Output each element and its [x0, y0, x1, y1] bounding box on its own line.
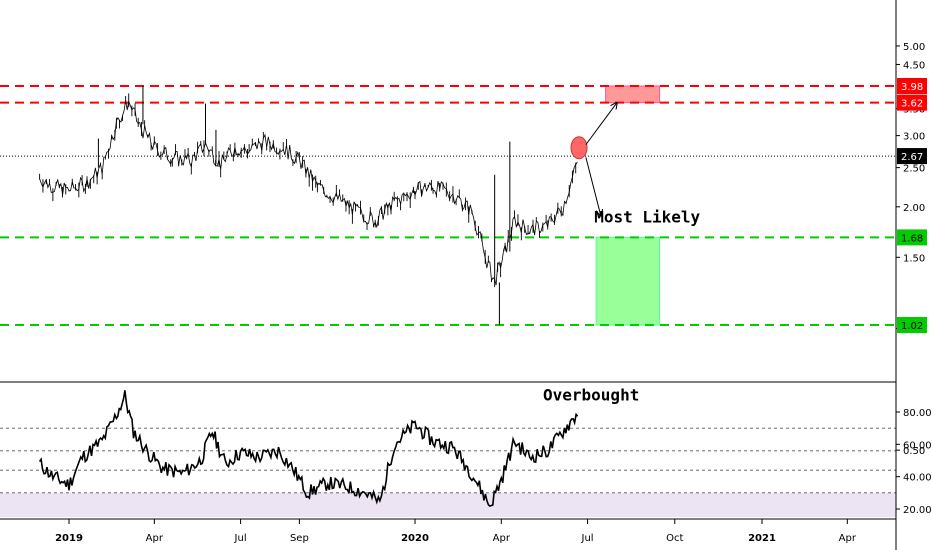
price-tick-label: 1.50 — [903, 253, 925, 264]
x-tick-label: Apr — [146, 533, 164, 544]
x-tick-label: Apr — [493, 533, 511, 544]
target-zone-0 — [605, 85, 661, 104]
x-tick-label: Jul — [581, 533, 594, 544]
osc-tick-label: 80.00 — [903, 408, 932, 419]
level-label-bg-0 — [897, 78, 927, 94]
level-label: 1.02 — [901, 321, 923, 332]
x-tick-label: Apr — [839, 533, 857, 544]
x-tick-label: Jul — [234, 533, 247, 544]
price-tick-label: 3.00 — [903, 132, 925, 143]
annotation-most-likely: Most Likely — [594, 207, 700, 226]
x-tick-label: Sep — [290, 533, 309, 544]
level-label: 1.68 — [901, 233, 923, 244]
x-tick-label: 2019 — [55, 533, 83, 544]
projection-arrow-0 — [585, 103, 617, 145]
last-price-label-bg — [897, 148, 927, 165]
osc-tick-label: 40.00 — [903, 473, 932, 484]
last-price-label: 2.67 — [901, 152, 923, 163]
oversold-band — [0, 492, 896, 518]
highlight-marker — [570, 136, 588, 160]
level-label: 3.98 — [901, 82, 923, 93]
osc-tick-label: 60.00 — [903, 440, 932, 451]
level-label: 3.62 — [901, 99, 923, 110]
osc-tick-label: 20.00 — [903, 505, 932, 516]
price-tick-label: 2.50 — [903, 164, 925, 175]
oscillator-panel: Overbought — [0, 386, 896, 518]
projection-arrow-1 — [585, 157, 601, 215]
price-panel: Most Likely — [0, 85, 896, 326]
price-close-line — [39, 99, 578, 286]
annotation-overbought: Overbought — [543, 386, 639, 405]
x-tick-label: Oct — [666, 533, 683, 544]
x-axis: 2019 Apr Jul Sep 2020 Apr Jul Oct 2021 Apr — [55, 519, 857, 544]
x-tick-label: 2020 — [401, 533, 429, 544]
target-zone-1 — [595, 236, 661, 326]
price-tick-label: 0.50 — [903, 446, 925, 457]
level-label-bg-2 — [897, 229, 927, 246]
price-tick-label: 4.50 — [903, 60, 925, 71]
level-label-bg-3 — [897, 317, 927, 333]
price-tick-label: 5.00 — [903, 42, 925, 53]
oscillator-line — [38, 390, 579, 508]
price-tick-label: 2.00 — [903, 203, 925, 214]
x-tick-label: 2021 — [748, 533, 776, 544]
level-label-bg-1 — [897, 94, 927, 111]
